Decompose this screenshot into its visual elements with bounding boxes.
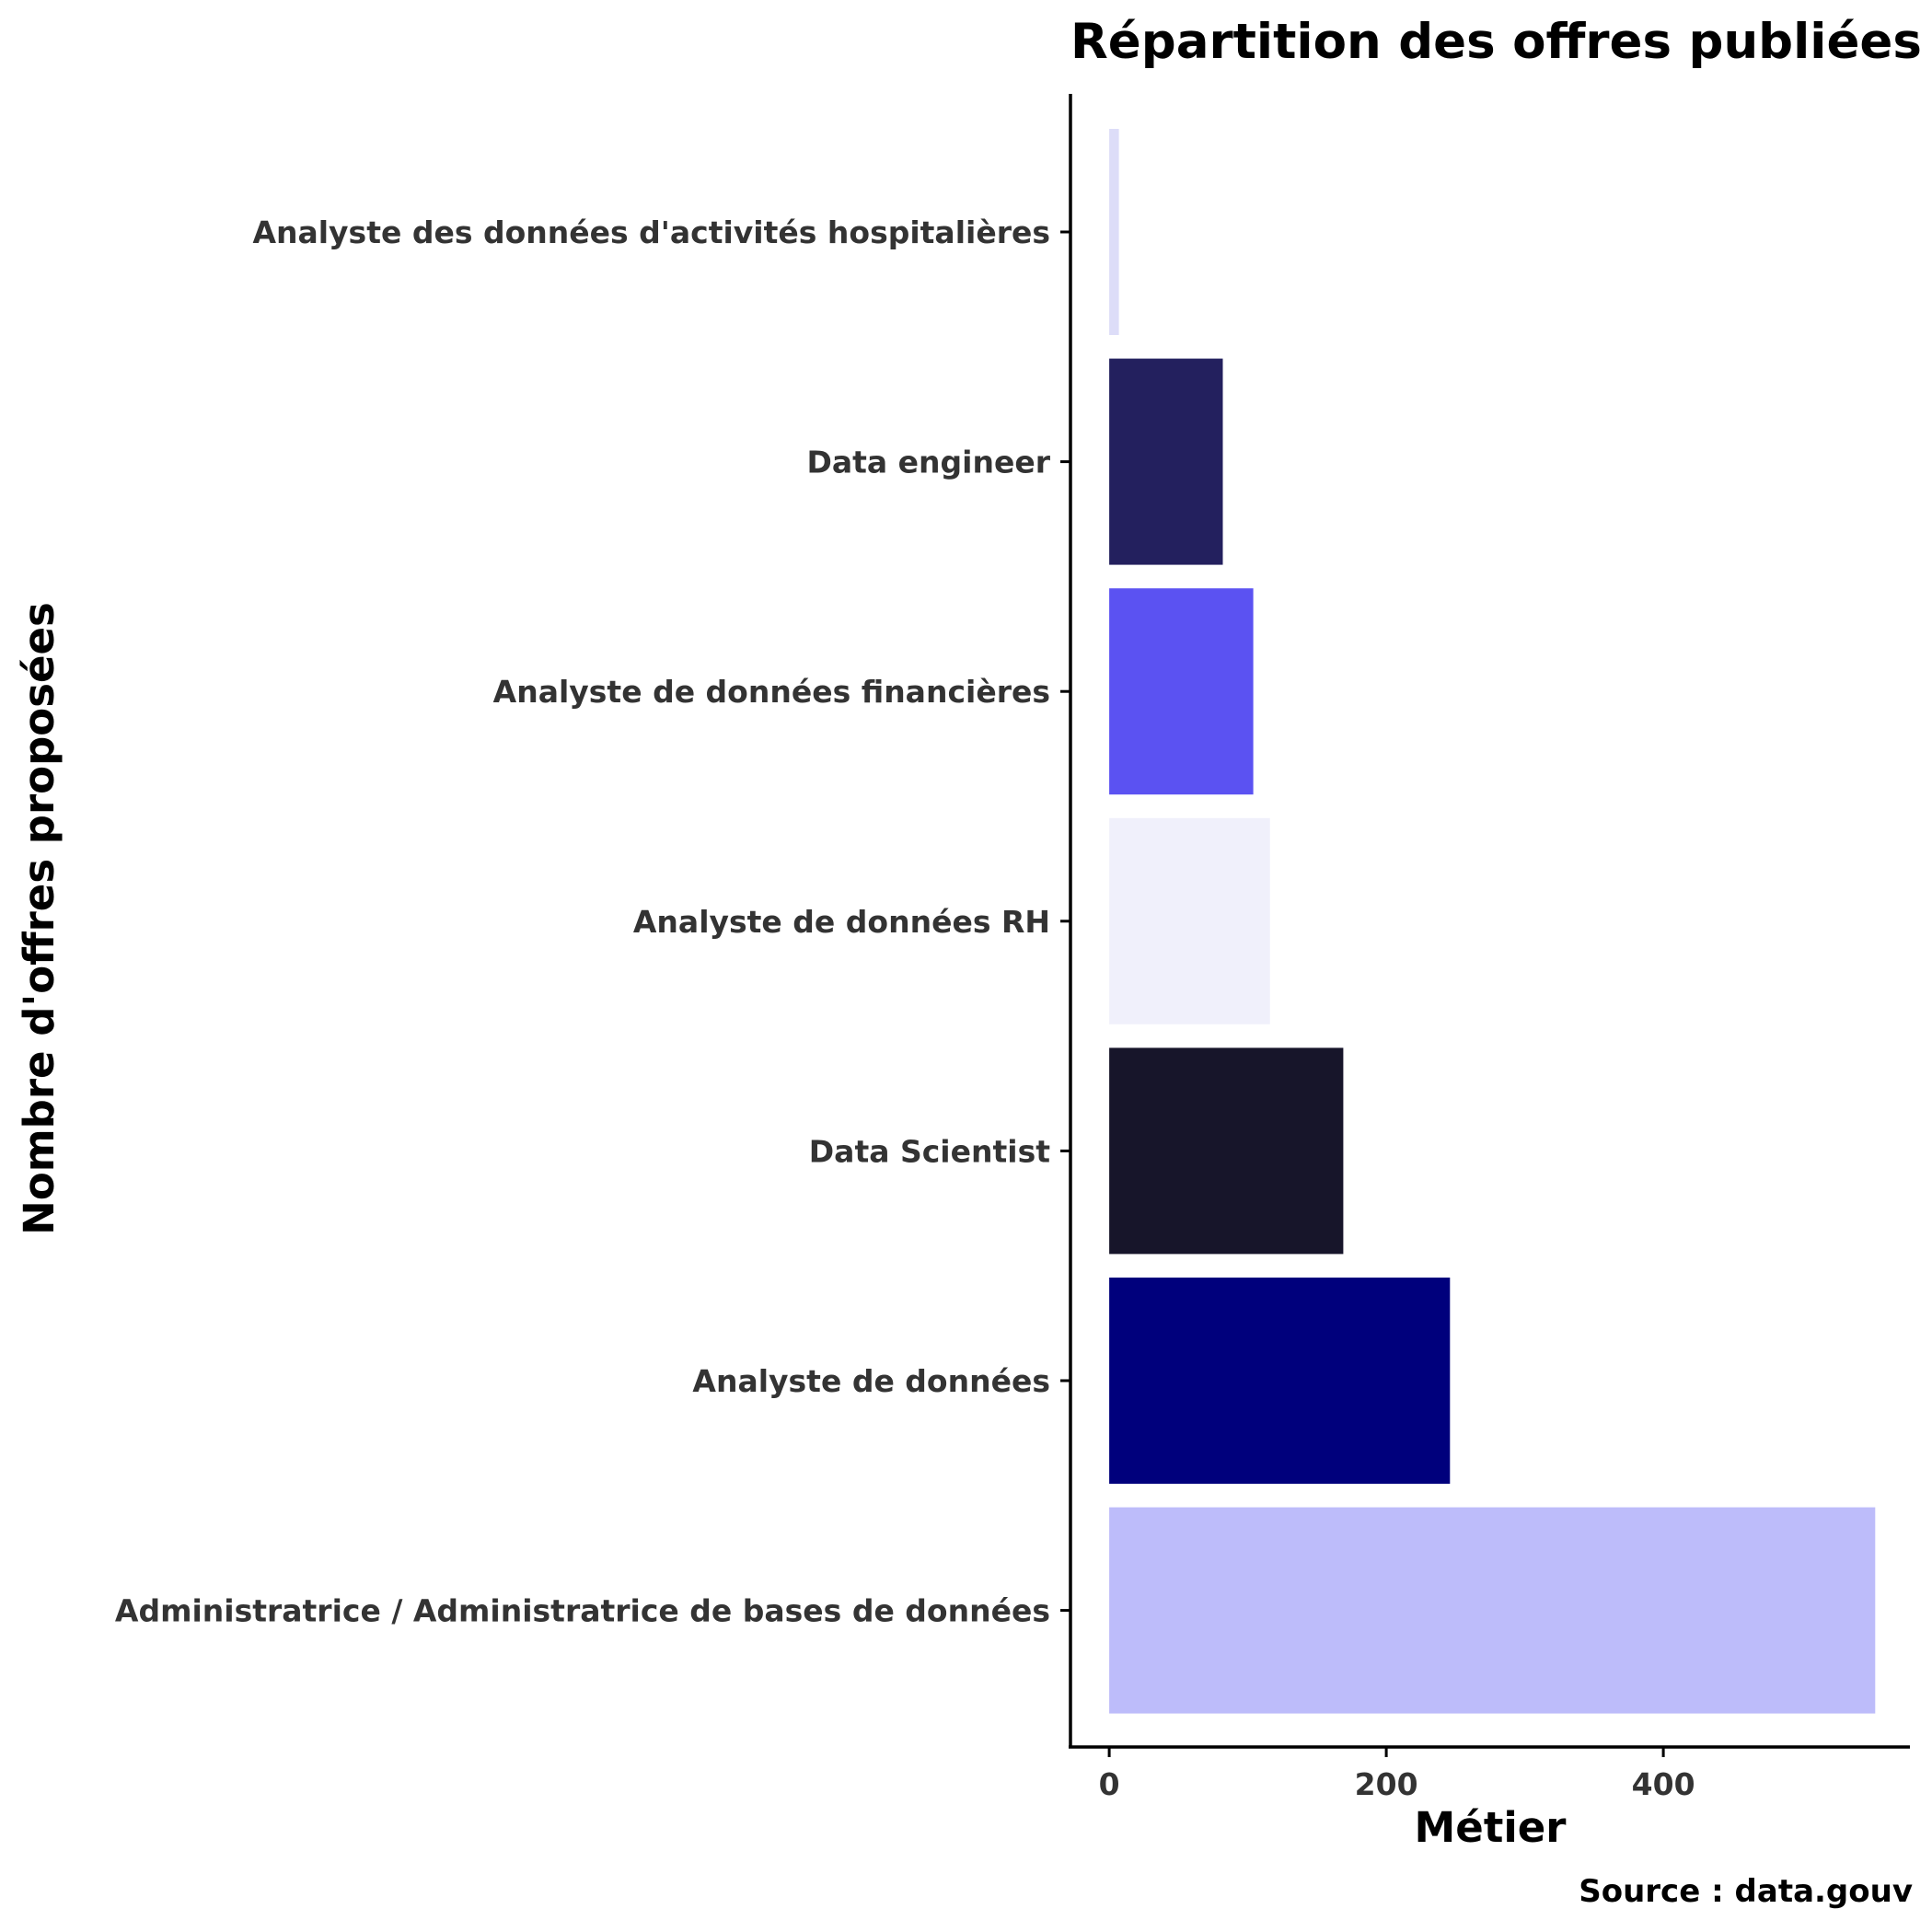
y-tick-label-5: Analyste de données bbox=[692, 1363, 1050, 1399]
x-tick-label-2: 400 bbox=[1632, 1766, 1695, 1802]
y-tick-label-2: Analyste de données financières bbox=[493, 674, 1050, 710]
x-axis-title: Métier bbox=[1415, 1803, 1568, 1852]
bar-4 bbox=[1109, 1047, 1344, 1255]
y-tick-label-3: Analyste de données RH bbox=[633, 904, 1050, 940]
bar-6 bbox=[1109, 1507, 1876, 1714]
bar-3 bbox=[1109, 817, 1270, 1024]
x-tick-label-0: 0 bbox=[1099, 1766, 1120, 1802]
y-axis-title: Nombre d'offres proposées bbox=[15, 602, 64, 1235]
bar-2 bbox=[1109, 588, 1254, 795]
y-ticks: Analyste des données d'activités hospita… bbox=[115, 214, 1070, 1629]
x-tick-label-1: 200 bbox=[1355, 1766, 1418, 1802]
bar-1 bbox=[1109, 358, 1223, 565]
x-ticks: 0 200 400 bbox=[1099, 1747, 1695, 1802]
bars-layer bbox=[1109, 129, 1876, 1714]
bar-5 bbox=[1109, 1278, 1451, 1484]
y-tick-label-1: Data engineer bbox=[806, 445, 1050, 480]
y-tick-label-0: Analyste des données d'activités hospita… bbox=[252, 214, 1050, 250]
y-tick-label-6: Administratrice / Administratrice de bas… bbox=[115, 1593, 1050, 1629]
chart-title: Répartition des offres publiées p bbox=[1070, 14, 1932, 70]
bar-0 bbox=[1109, 129, 1119, 335]
source-caption: Source : data.gouv bbox=[1579, 1873, 1913, 1910]
y-tick-label-4: Data Scientist bbox=[809, 1133, 1050, 1169]
